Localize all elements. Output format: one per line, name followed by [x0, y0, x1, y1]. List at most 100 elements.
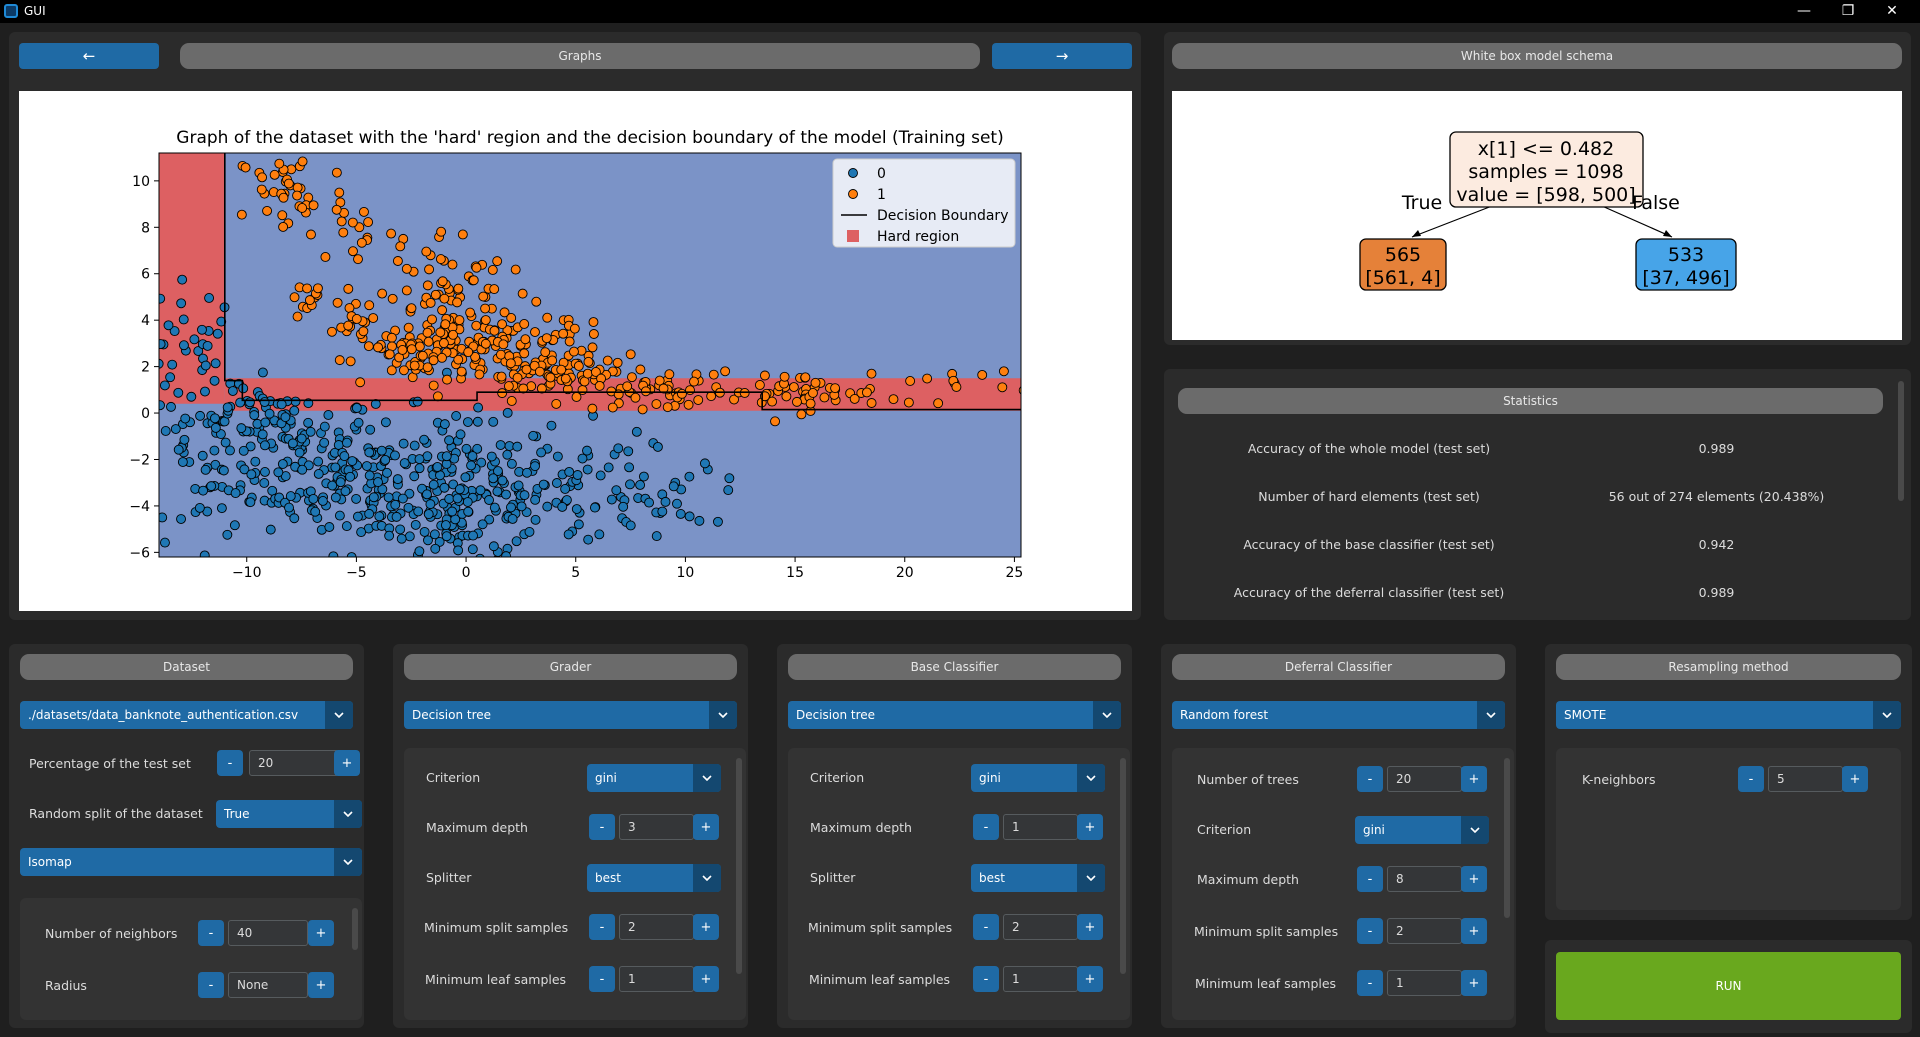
base-criterion-dropdown[interactable]: gini	[971, 764, 1105, 792]
class-0-point	[294, 447, 305, 458]
deferral-minleaf-minus-button[interactable]: -	[1357, 970, 1383, 996]
chevron-down-icon	[1093, 701, 1121, 729]
k-input[interactable]: 5	[1768, 766, 1843, 792]
deferral-trees-plus-button[interactable]: +	[1461, 766, 1487, 792]
deferral-depth-input[interactable]: 8	[1387, 866, 1462, 892]
class-0-point	[444, 493, 455, 504]
class-1-point	[453, 354, 464, 365]
grader-model-dropdown[interactable]: Decision tree	[404, 701, 737, 729]
base-depth-minus-button[interactable]: -	[973, 814, 999, 840]
grader-depth-plus-button[interactable]: +	[693, 814, 719, 840]
deferral-depth-minus-button[interactable]: -	[1357, 866, 1383, 892]
base-minleaf-minus-button[interactable]: -	[973, 966, 999, 992]
base-minleaf-input[interactable]: 1	[1003, 966, 1078, 992]
class-0-point	[323, 410, 334, 420]
base-depth-plus-button[interactable]: +	[1077, 814, 1103, 840]
neighbors-label: Number of neighbors	[45, 926, 178, 941]
class-1-point	[278, 221, 289, 232]
k-plus-button[interactable]: +	[1842, 766, 1868, 792]
class-0-point	[444, 435, 455, 446]
class-0-point	[259, 478, 270, 488]
class-0-point	[694, 515, 705, 526]
base-splitter-dropdown[interactable]: best	[971, 864, 1105, 892]
class-1-point	[849, 393, 860, 404]
dataset-file-dropdown[interactable]: ./datasets/data_banknote_authentication.…	[20, 701, 353, 729]
close-button[interactable]: ✕	[1886, 3, 1898, 19]
statistics-scrollbar[interactable]	[1898, 381, 1904, 501]
base-depth-input[interactable]: 1	[1003, 814, 1078, 840]
class-0-point	[429, 529, 440, 540]
chart-canvas: −10 −5 0 5 10 15 20 25 −6 −4 −2 0 2 4 6 8 10 Graph of the…	[19, 91, 1132, 611]
deferral-depth-plus-button[interactable]: +	[1461, 866, 1487, 892]
deferral-minleaf-input[interactable]: 1	[1387, 970, 1462, 996]
deferral-minsplit-input[interactable]: 2	[1387, 918, 1462, 944]
class-1-point	[403, 322, 414, 333]
deferral-model-dropdown[interactable]: Random forest	[1172, 701, 1505, 729]
radius-plus-button[interactable]: +	[308, 972, 334, 998]
class-1-point	[625, 349, 636, 360]
base-minsplit-input[interactable]: 2	[1003, 914, 1078, 940]
grader-depth-input[interactable]: 3	[619, 814, 694, 840]
class-1-point	[759, 370, 770, 381]
class-1-point	[613, 389, 624, 400]
class-1-point	[739, 388, 750, 398]
y-tick-label: −4	[129, 499, 150, 515]
class-1-point	[545, 372, 556, 383]
deferral-scrollbar[interactable]	[1504, 758, 1510, 918]
restore-button[interactable]: ❐	[1841, 3, 1855, 19]
base-scrollbar[interactable]	[1120, 758, 1126, 974]
class-1-point	[355, 377, 366, 388]
neighbors-plus-button[interactable]: +	[308, 920, 334, 946]
grader-minleaf-input[interactable]: 1	[619, 966, 694, 992]
grader-minsplit-minus-button[interactable]: -	[589, 914, 615, 940]
class-1-point	[456, 366, 467, 377]
reduction-scrollbar[interactable]	[352, 908, 358, 950]
deferral-minleaf-plus-button[interactable]: +	[1461, 970, 1487, 996]
deferral-trees-input[interactable]: 20	[1387, 766, 1462, 792]
class-0-point	[625, 520, 636, 531]
class-0-point	[160, 537, 170, 548]
prev-graph-button[interactable]: ←	[19, 43, 159, 69]
grader-minsplit-input[interactable]: 2	[619, 914, 694, 940]
test-pct-minus-button[interactable]: -	[217, 750, 243, 776]
k-minus-button[interactable]: -	[1738, 766, 1764, 792]
grader-criterion-dropdown[interactable]: gini	[587, 764, 721, 792]
class-0-point	[507, 513, 518, 524]
grader-minleaf-plus-button[interactable]: +	[693, 966, 719, 992]
class-1-point	[474, 369, 485, 380]
grader-scrollbar[interactable]	[736, 758, 742, 974]
base-minsplit-minus-button[interactable]: -	[973, 914, 999, 940]
class-0-point	[684, 471, 695, 482]
deferral-minsplit-minus-button[interactable]: -	[1357, 918, 1383, 944]
grader-depth-minus-button[interactable]: -	[589, 814, 615, 840]
neighbors-input[interactable]: 40	[228, 920, 308, 946]
deferral-trees-minus-button[interactable]: -	[1357, 766, 1383, 792]
split-dropdown[interactable]: True	[216, 800, 362, 828]
reduction-dropdown[interactable]: Isomap	[20, 848, 362, 876]
grader-splitter-dropdown[interactable]: best	[587, 864, 721, 892]
deferral-criterion-dropdown[interactable]: gini	[1355, 816, 1489, 844]
base-model-dropdown[interactable]: Decision tree	[788, 701, 1121, 729]
base-minsplit-plus-button[interactable]: +	[1077, 914, 1103, 940]
next-graph-button[interactable]: →	[992, 43, 1132, 69]
class-0-point	[513, 480, 524, 491]
resampling-dropdown[interactable]: SMOTE	[1556, 701, 1901, 729]
test-pct-plus-button[interactable]: +	[334, 750, 360, 776]
class-0-point	[625, 479, 635, 490]
class-0-point	[414, 546, 425, 557]
radius-minus-button[interactable]: -	[198, 972, 224, 998]
grader-minsplit-plus-button[interactable]: +	[693, 914, 719, 940]
points-layer	[159, 156, 1021, 557]
class-0-point	[176, 298, 187, 309]
neighbors-minus-button[interactable]: -	[198, 920, 224, 946]
class-0-point	[166, 401, 176, 412]
class-1-point	[435, 254, 446, 265]
class-0-point	[159, 400, 165, 411]
minimize-button[interactable]: —	[1797, 3, 1811, 19]
radius-input[interactable]: None	[228, 972, 308, 998]
run-button[interactable]: RUN	[1556, 952, 1901, 1020]
base-minleaf-plus-button[interactable]: +	[1077, 966, 1103, 992]
test-pct-input[interactable]: 20	[249, 750, 339, 776]
grader-minleaf-minus-button[interactable]: -	[589, 966, 615, 992]
deferral-minsplit-plus-button[interactable]: +	[1461, 918, 1487, 944]
